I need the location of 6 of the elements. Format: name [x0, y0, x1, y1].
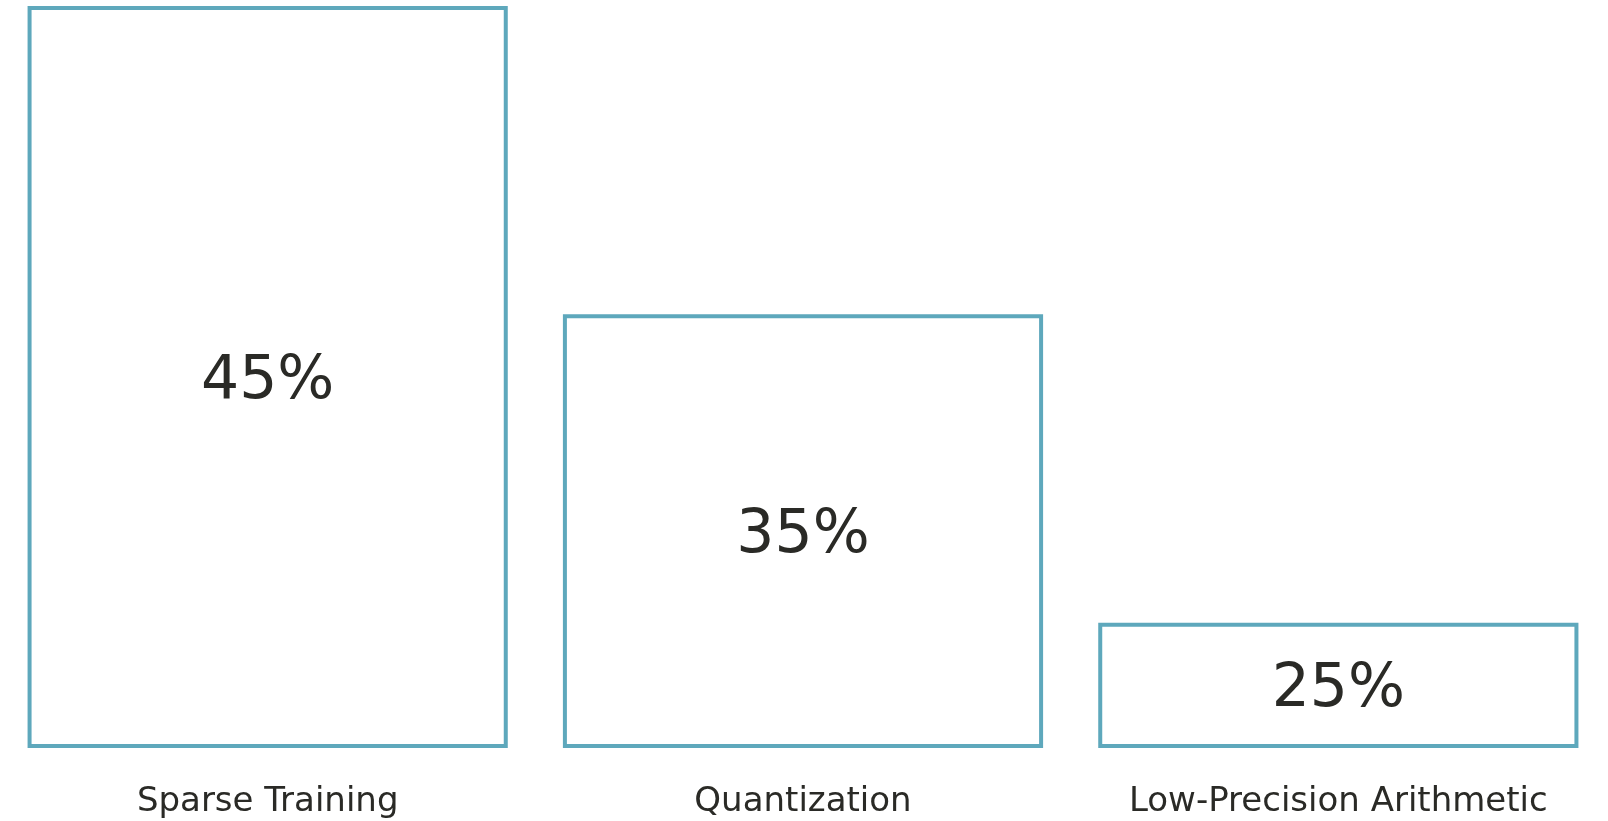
data-label: 35% — [736, 496, 870, 567]
data-label: 45% — [200, 342, 335, 412]
data-label: 25% — [1271, 650, 1406, 721]
x-tick-label: Low-Precision Arithmetic — [1128, 779, 1548, 819]
x-tick-label: Quantization — [694, 779, 912, 819]
x-tick-label: Sparse Training — [136, 779, 399, 819]
